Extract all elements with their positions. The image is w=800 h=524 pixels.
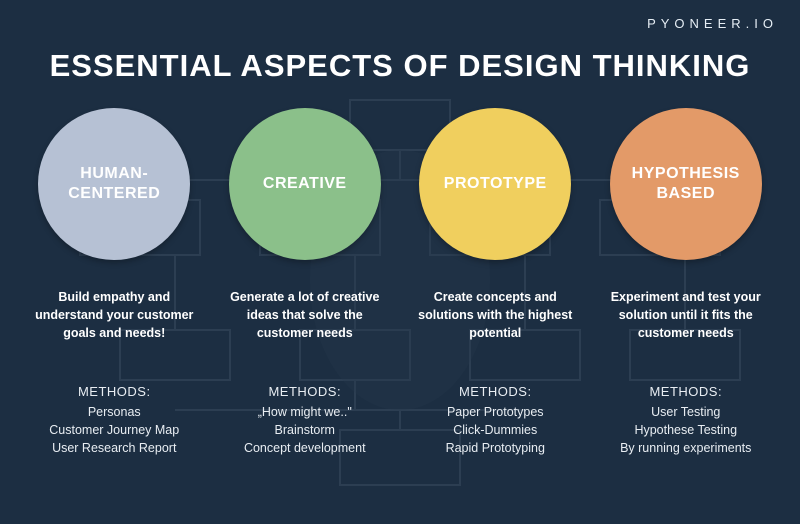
methods-heading-1: METHODS:	[268, 384, 341, 399]
circle-prototype: PROTOTYPE	[419, 108, 571, 260]
methods-heading-3: METHODS:	[649, 384, 722, 399]
circle-human-centered: HUMAN-CENTERED	[38, 108, 190, 260]
circle-creative: CREATIVE	[229, 108, 381, 260]
method-3-1: Hypothese Testing	[634, 421, 737, 439]
circle-label-creative: CREATIVE	[255, 174, 355, 194]
columns-container: HUMAN-CENTERED Build empathy and underst…	[0, 108, 800, 457]
circle-label-hypothesis-based: HYPOTHESISBASED	[624, 164, 748, 204]
method-1-2: Concept development	[244, 439, 366, 457]
desc-creative: Generate a lot of creative ideas that so…	[219, 288, 392, 358]
method-0-1: Customer Journey Map	[49, 421, 179, 439]
desc-hypothesis-based: Experiment and test your solution until …	[600, 288, 773, 358]
column-prototype: PROTOTYPE Create concepts and solutions …	[409, 108, 582, 457]
method-0-0: Personas	[88, 403, 141, 421]
column-hypothesis-based: HYPOTHESISBASED Experiment and test your…	[600, 108, 773, 457]
circle-label-prototype: PROTOTYPE	[436, 174, 555, 194]
desc-prototype: Create concepts and solutions with the h…	[409, 288, 582, 358]
brand-label: PYONEER.IO	[647, 16, 778, 31]
methods-heading-0: METHODS:	[78, 384, 151, 399]
method-3-0: User Testing	[651, 403, 720, 421]
methods-heading-2: METHODS:	[459, 384, 532, 399]
method-0-2: User Research Report	[52, 439, 176, 457]
desc-human-centered: Build empathy and understand your custom…	[28, 288, 201, 358]
circle-label-human-centered: HUMAN-CENTERED	[60, 164, 168, 204]
method-2-0: Paper Prototypes	[447, 403, 544, 421]
column-creative: CREATIVE Generate a lot of creative idea…	[219, 108, 392, 457]
method-2-1: Click-Dummies	[453, 421, 537, 439]
method-1-0: „How might we.."	[258, 403, 352, 421]
method-1-1: Brainstorm	[275, 421, 335, 439]
method-3-2: By running experiments	[620, 439, 751, 457]
column-human-centered: HUMAN-CENTERED Build empathy and underst…	[28, 108, 201, 457]
page-title: ESSENTIAL ASPECTS OF DESIGN THINKING	[0, 48, 800, 84]
method-2-2: Rapid Prototyping	[446, 439, 545, 457]
circle-hypothesis-based: HYPOTHESISBASED	[610, 108, 762, 260]
